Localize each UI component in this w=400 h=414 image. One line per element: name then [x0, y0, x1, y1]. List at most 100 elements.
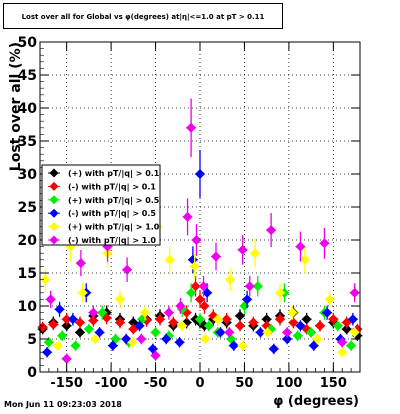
data-point	[88, 315, 99, 326]
chart-title: Lost over all for Global vs φ(degrees) a…	[21, 13, 265, 21]
data-point	[75, 258, 86, 269]
data-point	[202, 287, 213, 298]
data-point	[275, 314, 285, 325]
data-point	[40, 274, 51, 285]
data-point	[122, 264, 133, 275]
data-point	[90, 334, 101, 344]
data-point	[37, 322, 48, 333]
y-tick-label: 10	[18, 299, 38, 315]
data-point	[282, 334, 293, 344]
data-point	[211, 251, 221, 262]
data-point	[161, 334, 172, 344]
data-point	[164, 254, 175, 265]
data-point	[107, 340, 118, 351]
legend-marker	[49, 195, 59, 205]
data-point	[287, 307, 298, 318]
data-point	[150, 350, 161, 361]
y-axis-label: Lost over all (%)	[8, 42, 24, 171]
data-point	[77, 287, 88, 298]
data-point	[328, 314, 339, 325]
data-point	[235, 320, 245, 331]
data-point	[295, 241, 306, 252]
data-point	[163, 307, 174, 318]
data-point	[150, 327, 161, 338]
data-point	[332, 320, 343, 331]
data-point	[244, 281, 255, 292]
legend-box	[41, 164, 161, 246]
y-tick-label: 30	[18, 167, 38, 183]
data-point	[134, 320, 145, 331]
legend-marker	[49, 181, 59, 191]
data-points	[37, 98, 363, 365]
data-point	[168, 317, 179, 328]
legend-label: (+) with pT/|q| > 0.1	[68, 169, 160, 178]
data-point	[255, 327, 266, 338]
x-tick-label: 150	[320, 376, 347, 391]
x-tick-label: -150	[50, 376, 83, 391]
data-point	[155, 314, 165, 325]
legend-label: (-) with pT/|q| > 0.1	[68, 182, 156, 191]
data-point	[268, 343, 279, 354]
legend-marker	[49, 168, 59, 178]
data-point	[215, 327, 226, 338]
data-point	[237, 340, 248, 351]
data-point	[266, 225, 277, 236]
data-point	[322, 307, 333, 318]
legend-label: (-) with pT/|q| > 0.5	[68, 209, 156, 218]
data-point	[337, 347, 348, 358]
data-point	[175, 301, 186, 311]
data-point	[349, 287, 360, 298]
data-point	[203, 320, 214, 331]
legend-label: (+) with pT/|q| > 0.5	[68, 196, 160, 205]
data-point	[306, 327, 317, 338]
data-point	[57, 330, 68, 341]
data-point	[312, 334, 323, 344]
legend: (+) with pT/|q| > 0.1 (-) with pT/|q| > 0…	[41, 164, 161, 246]
data-point	[195, 314, 205, 325]
legend-marker	[49, 222, 59, 232]
data-point	[195, 169, 205, 179]
data-point	[308, 340, 319, 351]
data-point	[288, 317, 299, 328]
data-point	[224, 327, 235, 338]
data-point	[43, 337, 54, 348]
data-point	[115, 317, 125, 328]
data-point	[195, 294, 205, 305]
data-point	[242, 294, 253, 305]
axes: -150 -100 -50 0 50 100 150 0 5 10 15 20 25 30 35 40 45 50	[18, 35, 361, 391]
legend-label: (-) with pT/|q| > 1.0	[68, 236, 156, 245]
y-tick-label: 25	[18, 200, 37, 216]
x-tick-label: -100	[95, 376, 128, 391]
data-point	[61, 314, 72, 325]
data-point	[292, 330, 303, 341]
data-point	[221, 314, 232, 325]
data-point	[52, 340, 63, 351]
data-point	[347, 314, 358, 325]
y-tick-label: 50	[18, 35, 38, 51]
data-point	[262, 327, 273, 338]
data-point	[75, 317, 85, 328]
y-tick-label: 45	[18, 68, 37, 84]
data-point	[319, 238, 330, 249]
data-point	[252, 281, 263, 292]
data-point	[88, 307, 99, 318]
data-point	[198, 281, 209, 292]
data-point	[54, 304, 65, 315]
legend-label: (+) with pT/|q| > 1.0	[68, 223, 160, 232]
data-point	[182, 211, 193, 222]
data-point	[315, 320, 325, 331]
data-point	[70, 340, 81, 351]
data-point	[299, 254, 310, 265]
data-point	[191, 235, 202, 245]
data-point	[341, 324, 352, 335]
x-tick-label: 0	[195, 376, 204, 391]
data-point	[301, 314, 312, 325]
title-box: Lost over all for Global vs φ(degrees) a…	[3, 3, 283, 29]
data-point	[235, 310, 245, 321]
data-point	[127, 337, 138, 348]
timestamp: Mon Jun 11 09:23:03 2018	[4, 400, 122, 409]
data-point	[189, 261, 200, 272]
data-point	[237, 244, 248, 255]
data-point	[200, 334, 211, 344]
data-point	[186, 122, 197, 133]
